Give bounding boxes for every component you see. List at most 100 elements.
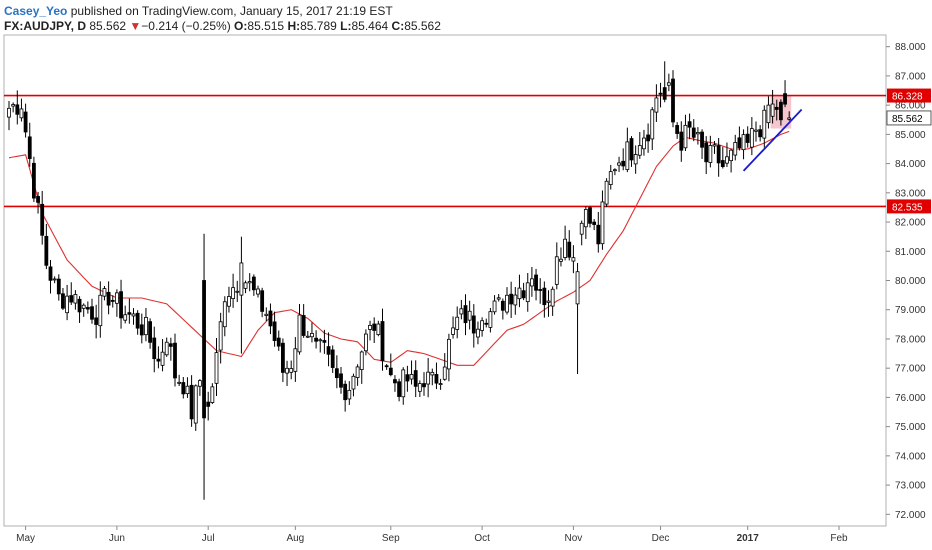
candle[interactable] bbox=[156, 346, 161, 369]
candle[interactable] bbox=[256, 285, 260, 298]
candle[interactable] bbox=[393, 375, 397, 392]
candle[interactable] bbox=[376, 320, 381, 337]
candle[interactable] bbox=[476, 321, 480, 345]
candle[interactable] bbox=[90, 298, 94, 324]
candle[interactable] bbox=[525, 272, 530, 312]
candle[interactable] bbox=[314, 330, 319, 349]
candle[interactable] bbox=[280, 338, 285, 382]
candle[interactable] bbox=[127, 298, 132, 324]
candle[interactable] bbox=[484, 318, 489, 328]
candle[interactable] bbox=[704, 136, 709, 175]
candle[interactable] bbox=[438, 378, 443, 390]
author-link[interactable]: Casey_Yeo bbox=[4, 4, 68, 18]
y-axis[interactable]: 72.000 73.000 74.000 75.000 76.000 77.000 78.0… bbox=[886, 42, 926, 521]
candle[interactable] bbox=[637, 131, 642, 159]
candle[interactable] bbox=[500, 298, 505, 320]
candle[interactable] bbox=[164, 337, 169, 357]
candle[interactable] bbox=[787, 111, 792, 121]
candle[interactable] bbox=[343, 380, 348, 412]
candle[interactable] bbox=[98, 281, 103, 338]
candle[interactable] bbox=[666, 73, 671, 92]
candle[interactable] bbox=[696, 127, 700, 145]
candle[interactable] bbox=[218, 312, 223, 364]
candle[interactable] bbox=[542, 281, 547, 318]
candle[interactable] bbox=[222, 296, 227, 337]
candle[interactable] bbox=[197, 379, 202, 396]
candle[interactable] bbox=[608, 164, 613, 190]
candle[interactable] bbox=[712, 140, 717, 154]
candle[interactable] bbox=[716, 137, 721, 177]
candle[interactable] bbox=[554, 242, 559, 290]
candle[interactable] bbox=[368, 320, 372, 341]
x-axis[interactable]: May Jun Jul Aug Sep Oct Nov Dec 2017 Feb bbox=[16, 526, 848, 544]
candle[interactable] bbox=[202, 233, 206, 500]
candle[interactable] bbox=[563, 225, 567, 261]
candle[interactable] bbox=[463, 294, 468, 336]
candle[interactable] bbox=[148, 318, 153, 349]
candle[interactable] bbox=[617, 156, 621, 172]
candle[interactable] bbox=[550, 286, 555, 316]
candle[interactable] bbox=[671, 70, 675, 128]
candle[interactable] bbox=[285, 360, 289, 386]
candle[interactable] bbox=[330, 345, 335, 373]
candle[interactable] bbox=[355, 364, 360, 386]
candle[interactable] bbox=[160, 339, 165, 372]
candle[interactable] bbox=[334, 355, 339, 389]
candle[interactable] bbox=[401, 367, 406, 405]
candle[interactable] bbox=[19, 98, 24, 122]
candle[interactable] bbox=[310, 322, 314, 343]
candle[interactable] bbox=[691, 119, 696, 142]
candle[interactable] bbox=[583, 206, 588, 239]
candle[interactable] bbox=[115, 289, 119, 317]
candle[interactable] bbox=[388, 353, 393, 377]
candle[interactable] bbox=[231, 273, 236, 308]
candle[interactable] bbox=[61, 287, 65, 311]
candle[interactable] bbox=[571, 245, 576, 274]
candle[interactable] bbox=[69, 282, 74, 305]
candle[interactable] bbox=[85, 301, 90, 314]
candle[interactable] bbox=[305, 331, 310, 338]
candle[interactable] bbox=[73, 290, 78, 310]
candle[interactable] bbox=[276, 330, 281, 351]
candle[interactable] bbox=[347, 381, 352, 405]
candle[interactable] bbox=[251, 274, 256, 296]
moving-average-line[interactable] bbox=[8, 130, 790, 366]
candle[interactable] bbox=[633, 145, 638, 174]
candle[interactable] bbox=[559, 247, 563, 267]
candle[interactable] bbox=[15, 90, 20, 125]
candle[interactable] bbox=[600, 190, 605, 250]
candle[interactable] bbox=[144, 307, 148, 342]
candle[interactable] bbox=[409, 360, 414, 385]
candle[interactable] bbox=[351, 373, 356, 397]
candle[interactable] bbox=[604, 178, 609, 208]
candle[interactable] bbox=[538, 278, 543, 304]
candle[interactable] bbox=[745, 126, 750, 148]
plot-area[interactable] bbox=[3, 34, 887, 527]
candle[interactable] bbox=[770, 89, 775, 124]
candle[interactable] bbox=[11, 102, 16, 113]
candle[interactable] bbox=[301, 304, 306, 338]
candle[interactable] bbox=[417, 380, 422, 398]
candle[interactable] bbox=[762, 105, 767, 148]
candle[interactable] bbox=[81, 303, 86, 317]
candle[interactable] bbox=[737, 126, 742, 151]
candle[interactable] bbox=[339, 366, 343, 394]
candle[interactable] bbox=[658, 82, 663, 108]
candle[interactable] bbox=[131, 308, 136, 325]
candle[interactable] bbox=[513, 287, 518, 315]
candle[interactable] bbox=[434, 362, 439, 390]
candle[interactable] bbox=[733, 134, 738, 161]
candle[interactable] bbox=[152, 326, 157, 373]
candle[interactable] bbox=[44, 223, 49, 270]
candle[interactable] bbox=[646, 123, 650, 153]
candle[interactable] bbox=[326, 332, 331, 367]
candle[interactable] bbox=[455, 306, 460, 339]
candle[interactable] bbox=[397, 378, 402, 402]
candle[interactable] bbox=[139, 313, 144, 344]
candle[interactable] bbox=[708, 135, 713, 168]
candle[interactable] bbox=[289, 360, 294, 380]
candle[interactable] bbox=[293, 337, 298, 382]
candle[interactable] bbox=[629, 136, 634, 167]
candle[interactable] bbox=[247, 273, 252, 292]
candle[interactable] bbox=[530, 266, 534, 297]
